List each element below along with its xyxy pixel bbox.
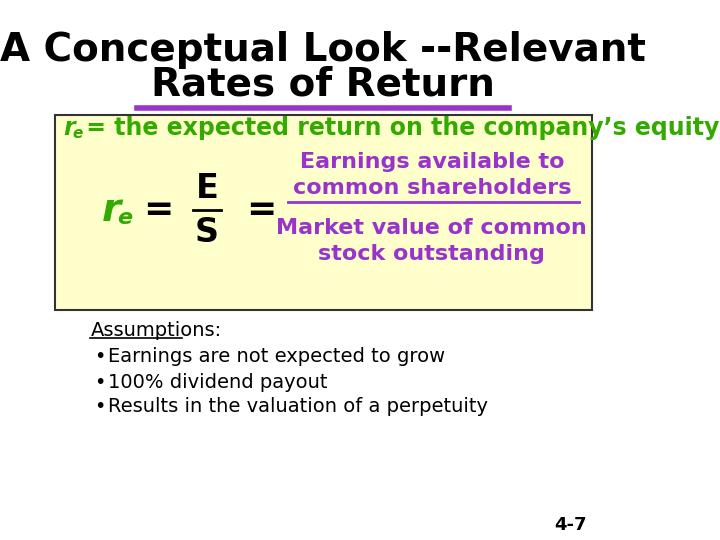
Text: Market value of common: Market value of common [276, 218, 588, 238]
Text: =: = [143, 193, 174, 227]
Text: r: r [102, 191, 121, 229]
Text: •: • [94, 397, 106, 416]
Text: Earnings are not expected to grow: Earnings are not expected to grow [107, 348, 445, 367]
Text: =: = [246, 193, 276, 227]
Text: e: e [73, 126, 83, 141]
Text: A Conceptual Look --Relevant: A Conceptual Look --Relevant [0, 31, 646, 69]
Text: •: • [94, 348, 106, 367]
Text: stock outstanding: stock outstanding [318, 244, 545, 264]
Text: 100% dividend payout: 100% dividend payout [107, 373, 327, 392]
Text: e: e [117, 208, 132, 228]
Text: common shareholders: common shareholders [292, 178, 571, 198]
Text: •: • [94, 373, 106, 392]
Text: 4-7: 4-7 [554, 516, 587, 534]
Text: Rates of Return: Rates of Return [151, 66, 495, 104]
Text: r: r [63, 116, 75, 140]
FancyBboxPatch shape [55, 115, 592, 310]
Text: Assumptions:: Assumptions: [91, 321, 222, 340]
Text: Earnings available to: Earnings available to [300, 152, 564, 172]
Text: E: E [195, 172, 218, 205]
Text: S: S [195, 215, 219, 248]
Text: Results in the valuation of a perpetuity: Results in the valuation of a perpetuity [107, 397, 487, 416]
Text: = the expected return on the company’s equity: = the expected return on the company’s e… [78, 116, 719, 140]
